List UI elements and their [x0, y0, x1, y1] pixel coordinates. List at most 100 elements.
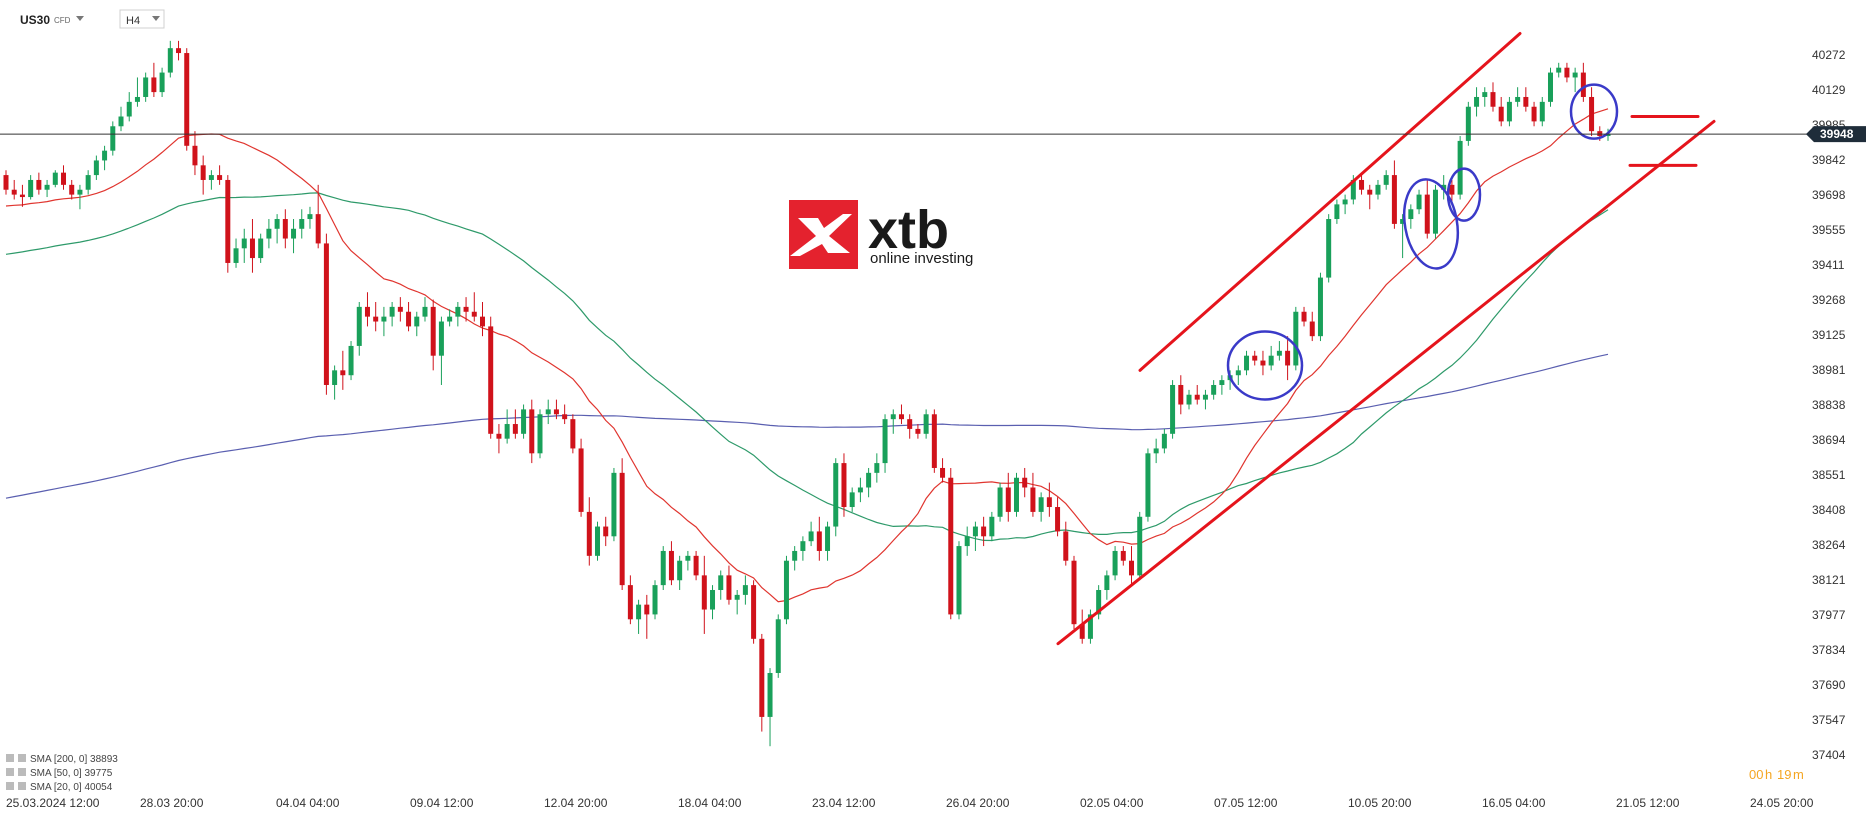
candle[interactable]: [619, 458, 625, 591]
candle[interactable]: [636, 599, 642, 634]
candle[interactable]: [1465, 101, 1471, 146]
candle[interactable]: [1580, 62, 1586, 102]
candle[interactable]: [1432, 184, 1438, 239]
candle[interactable]: [948, 467, 954, 620]
candle[interactable]: [479, 302, 485, 337]
candle[interactable]: [1202, 389, 1208, 410]
candle[interactable]: [389, 302, 395, 327]
candle[interactable]: [685, 550, 691, 571]
candle[interactable]: [471, 292, 477, 322]
candle[interactable]: [167, 40, 173, 78]
candle[interactable]: [898, 404, 904, 425]
candle[interactable]: [1556, 62, 1562, 78]
candle[interactable]: [1539, 96, 1545, 127]
candle[interactable]: [529, 399, 535, 464]
candle[interactable]: [85, 170, 91, 195]
candle[interactable]: [274, 214, 280, 244]
candle[interactable]: [882, 414, 888, 473]
candle[interactable]: [726, 565, 732, 605]
candle[interactable]: [1046, 482, 1052, 517]
candle[interactable]: [299, 209, 305, 239]
candle[interactable]: [143, 72, 149, 102]
candle[interactable]: [225, 175, 231, 273]
candle[interactable]: [1572, 67, 1578, 93]
x-axis[interactable]: 25.03.2024 12:00 28.03 20:00 04.04 04:00 09…: [6, 796, 1814, 810]
candle[interactable]: [356, 302, 362, 356]
candle[interactable]: [800, 536, 806, 561]
candle[interactable]: [422, 297, 428, 322]
candle[interactable]: [1408, 204, 1414, 229]
candle[interactable]: [1194, 384, 1200, 405]
candle[interactable]: [1523, 87, 1529, 112]
candle[interactable]: [1186, 389, 1192, 410]
candle[interactable]: [553, 399, 559, 420]
candle[interactable]: [964, 526, 970, 556]
candle[interactable]: [595, 521, 601, 561]
candle[interactable]: [1383, 170, 1389, 190]
candle[interactable]: [1474, 87, 1480, 117]
candle[interactable]: [857, 477, 863, 503]
candle[interactable]: [241, 228, 247, 263]
candle[interactable]: [348, 341, 354, 381]
candle[interactable]: [266, 219, 272, 249]
candle[interactable]: [1129, 546, 1135, 586]
timeframe-selector[interactable]: H4: [119, 9, 165, 29]
candle[interactable]: [1022, 467, 1028, 498]
symbol-label[interactable]: US30: [20, 13, 50, 27]
candle[interactable]: [192, 131, 198, 176]
highlight-circle-4[interactable]: [1569, 83, 1619, 140]
candle[interactable]: [118, 106, 124, 132]
candle[interactable]: [323, 233, 329, 395]
legend-item[interactable]: SMA [20, 0] 40054: [6, 782, 113, 793]
candle[interactable]: [1005, 472, 1011, 522]
candle[interactable]: [660, 546, 666, 591]
y-axis[interactable]: 4027240129399853984239698395553941139268…: [1812, 48, 1846, 762]
candle[interactable]: [734, 590, 740, 615]
candle[interactable]: [19, 184, 25, 207]
candle[interactable]: [1055, 497, 1061, 537]
candle[interactable]: [217, 165, 223, 185]
candle[interactable]: [537, 409, 543, 459]
candle[interactable]: [1391, 160, 1397, 229]
candle[interactable]: [1120, 546, 1126, 566]
candle[interactable]: [36, 172, 42, 195]
candle[interactable]: [1276, 341, 1282, 361]
candle[interactable]: [1087, 609, 1093, 644]
candle[interactable]: [586, 497, 592, 566]
candle[interactable]: [1605, 128, 1611, 141]
candle[interactable]: [521, 404, 527, 439]
candle[interactable]: [1424, 179, 1430, 239]
candle[interactable]: [1326, 214, 1332, 283]
candle[interactable]: [1309, 311, 1315, 342]
timeframe-box[interactable]: [119, 9, 165, 29]
symbol-selector[interactable]: US30 CFD: [20, 13, 84, 27]
candle[interactable]: [1268, 345, 1274, 371]
candle[interactable]: [176, 40, 182, 61]
candle[interactable]: [1161, 428, 1167, 454]
candle[interactable]: [159, 67, 165, 97]
candle[interactable]: [644, 594, 650, 639]
candle[interactable]: [93, 155, 99, 180]
candle[interactable]: [718, 570, 724, 600]
candle[interactable]: [44, 179, 50, 198]
candle[interactable]: [1400, 214, 1406, 259]
candle[interactable]: [1260, 350, 1266, 376]
candle[interactable]: [997, 482, 1003, 522]
timeframe-label[interactable]: H4: [126, 15, 140, 27]
candle[interactable]: [1063, 521, 1069, 566]
candle[interactable]: [1506, 96, 1512, 127]
candle[interactable]: [184, 48, 190, 151]
candle[interactable]: [1153, 438, 1159, 464]
candle[interactable]: [792, 546, 798, 571]
candle[interactable]: [1457, 136, 1463, 200]
candle[interactable]: [455, 302, 461, 327]
candle[interactable]: [1137, 511, 1143, 581]
candle[interactable]: [496, 424, 502, 454]
candle[interactable]: [1170, 380, 1176, 439]
candle[interactable]: [1211, 380, 1217, 400]
candle[interactable]: [208, 170, 214, 190]
candle[interactable]: [307, 206, 313, 229]
candle[interactable]: [1515, 87, 1521, 107]
candle[interactable]: [1441, 175, 1447, 200]
legend-settings-icon[interactable]: [18, 754, 26, 762]
